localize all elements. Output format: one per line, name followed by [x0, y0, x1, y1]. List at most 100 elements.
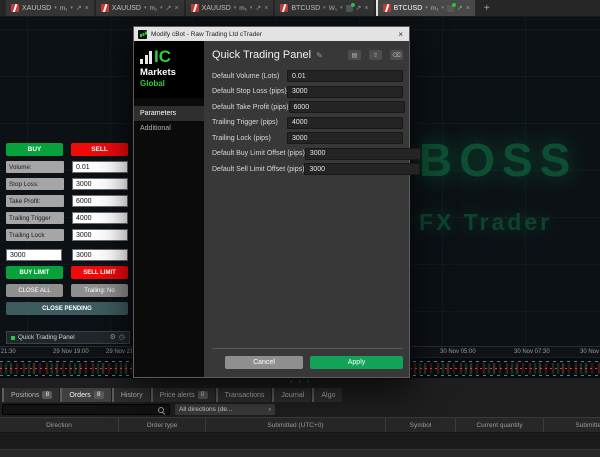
chevron-down-icon[interactable]: ▾ [54, 5, 57, 11]
column-header-submitted[interactable]: Submitted (UTC+0) [205, 418, 385, 432]
chevron-down-icon[interactable]: ▾ [340, 5, 343, 11]
default-volume-input[interactable]: 0.01 [287, 70, 403, 82]
cbot-app-icon [138, 29, 147, 39]
trailing-toggle-button[interactable]: Trailing: No [71, 284, 128, 297]
chevron-down-icon[interactable]: ▾ [323, 5, 326, 11]
close-icon[interactable]: × [174, 4, 179, 12]
sell-offset-input[interactable]: 3000 [72, 249, 128, 261]
chart-tab-2[interactable]: XAUUSD ▾ m₁ ▾ ↗ × [95, 0, 184, 16]
dialog-title: Modify cBot - Raw Trading Ltd cTrader [151, 30, 263, 38]
stop-loss-input[interactable]: 3000 [72, 178, 128, 190]
tab-timeframe[interactable]: m₁ [149, 4, 158, 12]
trailing-lock-label: Trailing Lock [6, 229, 64, 241]
trailing-trigger-param-input[interactable]: 4000 [287, 116, 403, 129]
nav-item-additional[interactable]: Additional [140, 125, 171, 133]
chevron-down-icon[interactable]: ▾ [70, 5, 73, 11]
trailing-lock-param-input[interactable]: 3000 [287, 132, 403, 144]
sell-limit-button[interactable]: SELL LIMIT [71, 266, 128, 279]
time-label: 30 Nov 05:00 [440, 349, 476, 355]
dropdown-value: All directions (de... [179, 406, 233, 413]
default-take-profit-input[interactable]: 6000 [288, 101, 405, 113]
buy-button[interactable]: BUY [6, 143, 63, 156]
time-label: 28 Nov 21:30 [0, 349, 16, 355]
chevron-down-icon[interactable]: ▾ [160, 5, 163, 11]
tab-timeframe[interactable]: m₁ [430, 4, 439, 12]
dock-icon[interactable]: ▤ [348, 50, 361, 60]
rename-icon[interactable]: ✎ [316, 50, 323, 60]
tab-transactions[interactable]: Transactions [215, 388, 272, 402]
trailing-lock-input[interactable]: 3000 [72, 229, 128, 241]
quick-trading-panel-header[interactable]: Quick Trading Panel ⚙ ◷ [6, 331, 130, 344]
chart-tab-4[interactable]: BTCUSD ▾ W₁ ▾ ↗ × [275, 0, 374, 16]
chevron-down-icon[interactable]: ▾ [441, 5, 444, 11]
cbot-running-icon [345, 2, 355, 12]
detach-icon[interactable]: ↗ [255, 5, 262, 12]
tab-timeframe[interactable]: m₁ [239, 4, 247, 12]
detach-icon[interactable]: ↗ [75, 5, 82, 12]
tab-history[interactable]: History [111, 388, 150, 402]
column-header-direction[interactable]: Direction [46, 421, 72, 429]
chart-tab-5-active[interactable]: BTCUSD ▾ m₁ ▾ ↗ × [375, 0, 475, 16]
tab-timeframe[interactable]: m₁ [59, 4, 68, 12]
close-icon[interactable]: × [364, 4, 369, 12]
detach-icon[interactable]: ↗ [355, 5, 362, 12]
default-stop-loss-input[interactable]: 3000 [287, 85, 403, 98]
add-chart-button[interactable]: + [483, 2, 490, 14]
watermark-line2: FX Trader [419, 209, 553, 235]
tab-journal[interactable]: Journal [272, 388, 312, 402]
visibility-icon[interactable]: ◷ [118, 334, 125, 341]
param-label: Default Volume (Lots) [212, 72, 280, 80]
volume-input[interactable]: 0.01 [72, 161, 128, 173]
detach-icon[interactable]: ↗ [456, 5, 463, 12]
chevron-down-icon[interactable]: ▾ [425, 5, 428, 11]
tab-label: Journal [281, 391, 305, 399]
cancel-button[interactable]: Cancel [225, 356, 303, 369]
column-header-order-type[interactable]: Order type [118, 418, 205, 432]
chevron-down-icon[interactable]: ▾ [233, 5, 237, 11]
sell-button[interactable]: SELL [71, 143, 128, 156]
nav-item-parameters[interactable]: Parameters [134, 106, 204, 122]
tab-label: Positions [11, 391, 40, 399]
column-header-symbol[interactable]: Symbol [385, 418, 455, 432]
ic-markets-logo: IC Markets Global [134, 41, 204, 99]
search-input[interactable] [3, 405, 169, 414]
delete-icon[interactable]: ⌫ [390, 50, 403, 60]
horizontal-scrollbar[interactable] [0, 449, 600, 457]
close-all-button[interactable]: CLOSE ALL [6, 284, 63, 297]
detach-icon[interactable]: ↗ [165, 5, 172, 12]
close-icon[interactable]: × [84, 4, 89, 12]
chart-tab-3[interactable]: XAUUSD ▾ m₁ ▾ ↗ × [185, 0, 274, 16]
buy-limit-offset-input[interactable]: 3000 [304, 147, 421, 160]
tab-algo[interactable]: Algo [312, 388, 343, 402]
tab-price-alerts[interactable]: Price alerts 0 [150, 388, 215, 402]
chart-watermark: BOSS FX Trader [419, 137, 577, 234]
close-icon[interactable]: × [398, 29, 403, 39]
dialog-title-bar[interactable]: Modify cBot - Raw Trading Ltd cTrader × [134, 27, 409, 41]
column-header-submitted-2[interactable]: Submitted (UTC+0) [543, 418, 600, 432]
chart-tab-1[interactable]: XAUUSD ▾ m₁ ▾ ↗ × [6, 0, 94, 16]
buy-offset-input[interactable]: 3000 [6, 249, 62, 261]
chevron-down-icon[interactable]: ▾ [249, 5, 253, 11]
sell-limit-offset-input[interactable]: 3000 [304, 163, 421, 175]
take-profit-input[interactable]: 6000 [72, 195, 128, 207]
search-box[interactable] [2, 404, 170, 415]
export-icon[interactable]: ⇧ [369, 50, 382, 60]
close-pending-button[interactable]: CLOSE PENDING [6, 302, 128, 315]
close-icon[interactable]: × [465, 4, 470, 12]
trailing-trigger-label: Trailing Trigger [6, 212, 64, 224]
close-icon[interactable]: × [264, 4, 269, 12]
search-icon [158, 407, 164, 413]
chevron-down-icon[interactable]: ▾ [143, 5, 147, 11]
logo-bars-icon [140, 51, 152, 65]
param-label: Trailing Lock (pips) [212, 134, 271, 142]
tab-timeframe[interactable]: W₁ [328, 4, 338, 12]
column-header-current-quantity[interactable]: Current quantity [455, 418, 543, 432]
dock-resize-handle[interactable]: • • • [290, 379, 312, 386]
apply-button[interactable]: Apply [310, 356, 403, 369]
tab-positions[interactable]: Positions 8 [2, 388, 60, 402]
gear-icon[interactable]: ⚙ [109, 334, 116, 341]
tab-orders[interactable]: Orders 8 [60, 388, 111, 402]
buy-limit-button[interactable]: BUY LIMIT [6, 266, 63, 279]
trailing-trigger-input[interactable]: 4000 [72, 212, 128, 224]
direction-filter-dropdown[interactable]: All directions (de... ▾ [175, 404, 275, 415]
